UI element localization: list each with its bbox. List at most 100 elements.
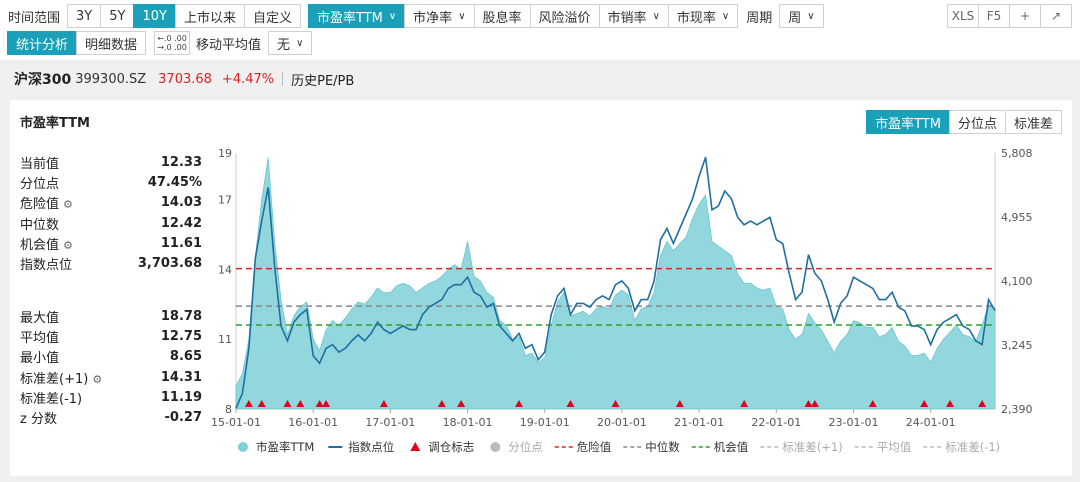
legend-swatch-triangle bbox=[410, 442, 421, 451]
panel-tab-2[interactable]: 标准差 bbox=[1004, 110, 1062, 134]
decimal-precision-icon[interactable]: ←.0 .00 →.0 .00 bbox=[154, 31, 191, 55]
refresh-button[interactable]: F5 bbox=[978, 4, 1010, 28]
chevron-down-icon: ∨ bbox=[458, 10, 466, 22]
rebalance-marker bbox=[804, 400, 813, 407]
rebalance-marker bbox=[457, 400, 466, 407]
stat-value: 47.45% bbox=[147, 174, 202, 190]
metric-button-3[interactable]: 风险溢价 bbox=[529, 4, 600, 28]
stat-row: z 分数 -0.27 bbox=[20, 407, 202, 427]
toolbar: 时间范围 3Y 5Y 10Y 上市以来 自定义 市盈率TTM ∨ 市净率 ∨ 股息率 风险溢价 市销率… bbox=[0, 0, 1080, 60]
x-tick-label: 18-01-01 bbox=[443, 416, 493, 429]
rebalance-marker bbox=[379, 400, 388, 407]
gear-icon[interactable]: ⚙ bbox=[63, 198, 73, 212]
moving-average-value: 无 bbox=[277, 37, 291, 53]
stat-label-text: 标准差(+1) bbox=[20, 371, 89, 387]
stat-row: 危险值 ⚙ 14.03 bbox=[20, 193, 202, 213]
external-link-icon[interactable]: ↗ bbox=[1040, 4, 1072, 28]
y-tick-right: 5,808 bbox=[1001, 147, 1033, 160]
excel-export-icon[interactable]: XLS bbox=[947, 4, 979, 28]
period-label: 周期 bbox=[746, 10, 773, 26]
index-info-bar: 沪深300 399300.SZ 3703.68 +4.47% 历史PE/PB bbox=[0, 64, 1080, 94]
metric-button-1[interactable]: 市净率 ∨ bbox=[404, 4, 475, 28]
metric-button-4[interactable]: 市销率 ∨ bbox=[598, 4, 669, 28]
stat-row: 当前值 12.33 bbox=[20, 152, 202, 172]
y-tick-right: 4,955 bbox=[1001, 211, 1033, 224]
chevron-down-icon: ∨ bbox=[388, 10, 397, 22]
chevron-down-icon: ∨ bbox=[807, 10, 815, 22]
stat-row: 标准差(-1) 11.19 bbox=[20, 387, 202, 407]
stats-group-current: 当前值 12.33 分位点 47.45% 危险值 ⚙ 14.03 中位数 12.42 机会值 ⚙ 11… bbox=[20, 152, 202, 274]
y-tick-right: 4,100 bbox=[1001, 275, 1033, 288]
stat-label-text: 标准差(-1) bbox=[20, 391, 83, 407]
stat-row: 分位点 47.45% bbox=[20, 172, 202, 192]
stat-label-text: 机会值 bbox=[20, 237, 60, 253]
range-button-4[interactable]: 自定义 bbox=[243, 4, 301, 28]
stat-label: 当前值 bbox=[20, 153, 59, 172]
rebalance-marker bbox=[566, 400, 575, 407]
panel-title: 市盈率TTM bbox=[20, 116, 90, 131]
range-button-2[interactable]: 10Y bbox=[133, 4, 176, 28]
stat-label-text: 平均值 bbox=[20, 330, 60, 346]
panel-tabs: 市盈率TTM 分位点 标准差 bbox=[866, 110, 1062, 134]
stat-label: 平均值 bbox=[20, 327, 59, 346]
metric-button-5[interactable]: 市现率 ∨ bbox=[667, 4, 739, 28]
stat-value: 12.42 bbox=[160, 215, 202, 231]
rebalance-marker bbox=[868, 400, 877, 407]
period-value: 周 bbox=[788, 10, 802, 26]
legend-swatch-dot bbox=[238, 442, 248, 452]
stat-label: 分位点 bbox=[20, 173, 59, 192]
chevron-down-icon: ∨ bbox=[721, 10, 730, 22]
y-tick-left: 8 bbox=[225, 403, 232, 416]
divider bbox=[282, 72, 284, 86]
gear-icon[interactable]: ⚙ bbox=[63, 238, 73, 252]
stat-label-text: 分位点 bbox=[20, 176, 60, 192]
rebalance-marker bbox=[296, 400, 305, 407]
chevron-down-icon: ∨ bbox=[652, 10, 660, 22]
pe-chart: 8 11 14 17 19 2,390 3,245 4,100 4,955 5,808 15-01-… bbox=[211, 147, 1033, 454]
range-button-3[interactable]: 上市以来 bbox=[174, 4, 245, 28]
legend-label: 市盈率TTM bbox=[256, 440, 314, 454]
rebalance-marker bbox=[437, 400, 446, 407]
stat-value: 11.19 bbox=[160, 389, 202, 405]
metric-label: 市现率 bbox=[676, 10, 716, 26]
panel-tab-0[interactable]: 市盈率TTM bbox=[866, 110, 950, 134]
stats-group-summary: 最大值 18.78 平均值 12.75 最小值 8.65 标准差(+1) ⚙ 14.31 标准差(… bbox=[20, 306, 202, 428]
index-name: 沪深300 bbox=[14, 72, 72, 88]
stat-label: 标准差(+1) ⚙ bbox=[20, 368, 102, 387]
rebalance-marker bbox=[283, 400, 292, 407]
view-tab-0[interactable]: 统计分析 bbox=[7, 31, 78, 55]
add-icon[interactable]: + bbox=[1009, 4, 1041, 28]
x-tick-label: 15-01-01 bbox=[211, 416, 261, 429]
metric-button-0[interactable]: 市盈率TTM ∨ bbox=[307, 4, 406, 28]
rebalance-marker bbox=[611, 400, 620, 407]
series-index-line bbox=[235, 157, 996, 409]
stat-label: 指数点位 bbox=[20, 254, 72, 273]
metric-label: 市销率 bbox=[607, 10, 647, 26]
y-tick-left: 17 bbox=[218, 194, 232, 207]
metric-button-2[interactable]: 股息率 bbox=[473, 4, 531, 28]
rebalance-marker bbox=[257, 400, 266, 407]
period-select[interactable]: 周 ∨ bbox=[779, 4, 824, 28]
rebalance-marker bbox=[810, 400, 819, 407]
rebalance-marker bbox=[315, 400, 324, 407]
stat-label-text: z 分数 bbox=[20, 412, 57, 428]
panel-tab-1[interactable]: 分位点 bbox=[948, 110, 1006, 134]
view-tab-1[interactable]: 明细数据 bbox=[76, 31, 147, 55]
stat-value: 3,703.68 bbox=[137, 256, 202, 272]
toolbar-row-view: 统计分析 明细数据 ←.0 .00 →.0 .00 移动平均值无 ∨ bbox=[7, 31, 313, 55]
stat-row: 机会值 ⚙ 11.61 bbox=[20, 233, 202, 253]
range-button-1[interactable]: 5Y bbox=[100, 4, 135, 28]
chevron-down-icon: ∨ bbox=[296, 37, 304, 49]
stat-label: z 分数 bbox=[20, 408, 57, 427]
toolbar-right-tools: XLS F5 + ↗ bbox=[947, 4, 1072, 28]
moving-average-select[interactable]: 无 ∨ bbox=[268, 31, 313, 55]
index-change: +4.47% bbox=[221, 71, 275, 87]
x-tick-label: 24-01-01 bbox=[906, 416, 956, 429]
stat-row: 最大值 18.78 bbox=[20, 306, 202, 326]
x-tick-label: 23-01-01 bbox=[829, 416, 879, 429]
range-button-0[interactable]: 3Y bbox=[67, 4, 102, 28]
stat-row: 平均值 12.75 bbox=[20, 326, 202, 346]
x-tick-label: 19-01-01 bbox=[520, 416, 570, 429]
gear-icon[interactable]: ⚙ bbox=[92, 372, 103, 386]
y-tick-left: 14 bbox=[218, 263, 232, 276]
